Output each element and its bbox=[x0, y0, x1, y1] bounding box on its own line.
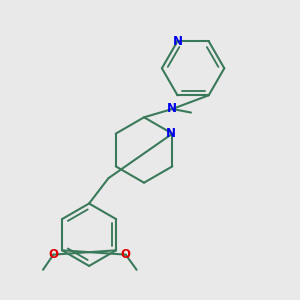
Text: N: N bbox=[172, 35, 182, 48]
Text: O: O bbox=[48, 248, 59, 261]
Text: N: N bbox=[167, 103, 177, 116]
Text: N: N bbox=[166, 127, 176, 140]
Text: O: O bbox=[121, 248, 130, 261]
